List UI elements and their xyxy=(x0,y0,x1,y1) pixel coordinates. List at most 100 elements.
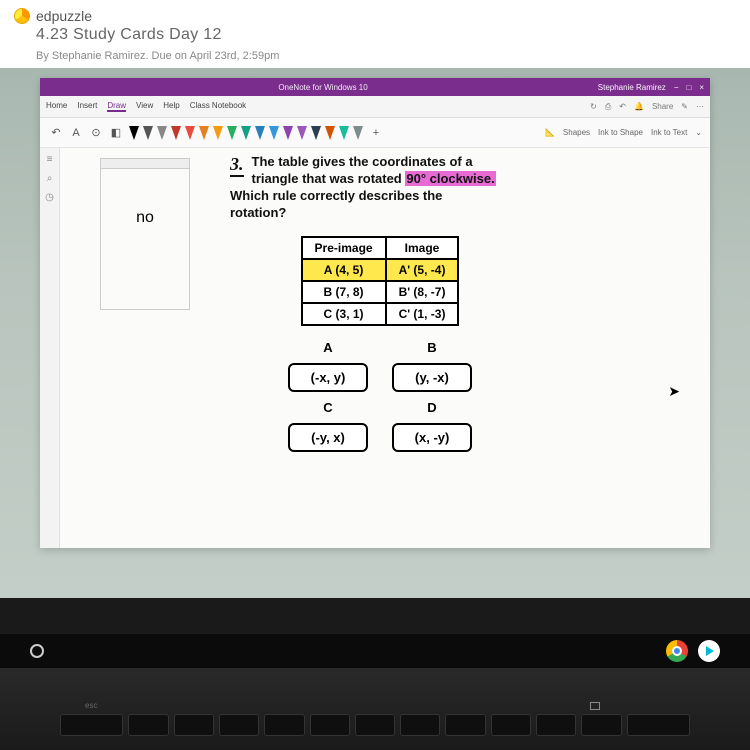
title-bar: OneNote for Windows 10 Stephanie Ramirez… xyxy=(40,78,710,96)
tab-home[interactable]: Home xyxy=(46,101,67,112)
pen-color-3[interactable] xyxy=(171,126,181,140)
chrome-icon[interactable] xyxy=(666,640,688,662)
launcher-icon[interactable] xyxy=(30,644,44,658)
assignment-byline: By Stephanie Ramirez. Due on April 23rd,… xyxy=(36,50,736,62)
pen-color-8[interactable] xyxy=(241,126,251,140)
cell-a-pre: A (4, 5) xyxy=(302,259,386,281)
q-line1: The table gives the coordinates of a xyxy=(252,154,473,169)
answer-grid: A B (-x, y) (y, -x) C D (-y, x) (x, -y) xyxy=(230,340,530,452)
edpuzzle-logo-icon xyxy=(14,8,30,24)
cell-b-pre: B (7, 8) xyxy=(302,281,386,303)
text-tool-icon[interactable]: A xyxy=(68,124,84,142)
table-row: B (7, 8) B' (8, -7) xyxy=(302,281,459,303)
eraser-icon[interactable]: ◧ xyxy=(108,124,124,142)
play-store-icon[interactable] xyxy=(698,640,720,662)
ribbon-tabs: Home Insert Draw View Help Class Noteboo… xyxy=(46,101,246,112)
tab-view[interactable]: View xyxy=(136,101,153,112)
pen-color-1[interactable] xyxy=(143,126,153,140)
add-pen-icon[interactable]: + xyxy=(368,124,384,142)
th-preimage: Pre-image xyxy=(302,237,386,259)
cell-c-img: C' (1, -3) xyxy=(386,303,459,325)
pen-color-11[interactable] xyxy=(283,126,293,140)
pen-color-9[interactable] xyxy=(255,126,265,140)
question-block: 3. The table gives the coordinates of a … xyxy=(230,154,530,452)
pen-toolbar: ↶ A ⊙ ◧ + 📐 Shapes Ink to Shape Ink to T… xyxy=(40,118,710,148)
q-line3: Which rule correctly describes the xyxy=(230,188,442,203)
note-drag-handle[interactable] xyxy=(101,159,189,169)
question-number: 3. xyxy=(230,154,244,177)
key xyxy=(355,714,395,736)
pen-color-5[interactable] xyxy=(199,126,209,140)
pen-color-7[interactable] xyxy=(227,126,237,140)
key xyxy=(445,714,485,736)
recent-icon[interactable]: ◷ xyxy=(45,192,54,203)
pen-color-6[interactable] xyxy=(213,126,223,140)
question-text: The table gives the coordinates of a tri… xyxy=(230,154,530,222)
answer-option-b[interactable]: (y, -x) xyxy=(392,363,472,392)
ruler-icon[interactable]: 📐 xyxy=(545,128,555,137)
key xyxy=(536,714,576,736)
mouse-cursor-icon: ➤ xyxy=(668,383,680,400)
answer-label-b: B xyxy=(392,340,472,355)
pen-color-13[interactable] xyxy=(311,126,321,140)
key xyxy=(627,714,690,736)
pen-color-16[interactable] xyxy=(353,126,363,140)
ink-to-shape-button[interactable]: Ink to Shape xyxy=(598,128,643,137)
esc-key-label: esc xyxy=(85,701,97,710)
share-button[interactable]: Share xyxy=(652,102,673,111)
q-line2a: triangle that was rotated xyxy=(252,171,406,186)
pen-color-10[interactable] xyxy=(269,126,279,140)
answer-option-c[interactable]: (-y, x) xyxy=(288,423,368,452)
notif-icon[interactable]: 🔔 xyxy=(634,102,644,111)
pen-color-12[interactable] xyxy=(297,126,307,140)
assignment-title: 4.23 Study Cards Day 12 xyxy=(36,26,736,44)
q-line4: rotation? xyxy=(230,205,286,220)
answer-option-d[interactable]: (x, -y) xyxy=(392,423,472,452)
key xyxy=(60,714,123,736)
shapes-button[interactable]: Shapes xyxy=(563,128,590,137)
note-pane[interactable]: no 3. The table gives the coordinates of… xyxy=(60,148,710,548)
cell-a-img: A' (5, -4) xyxy=(386,259,459,281)
nav-icon[interactable]: ≡ xyxy=(47,154,53,165)
chevron-down-icon[interactable]: ⌄ xyxy=(695,128,702,137)
pen-color-0[interactable] xyxy=(129,126,139,140)
q-line2-highlight: 90° clockwise. xyxy=(405,171,495,186)
search-icon[interactable]: ⌕ xyxy=(47,173,53,184)
tab-help[interactable]: Help xyxy=(163,101,179,112)
onenote-window: OneNote for Windows 10 Stephanie Ramirez… xyxy=(40,78,710,548)
key xyxy=(174,714,214,736)
answer-label-a: A xyxy=(288,340,368,355)
minimize-icon[interactable]: − xyxy=(674,83,679,92)
undo-arrow-icon[interactable]: ↶ xyxy=(619,102,626,111)
pen-color-2[interactable] xyxy=(157,126,167,140)
cell-b-img: B' (8, -7) xyxy=(386,281,459,303)
pen-color-4[interactable] xyxy=(185,126,195,140)
lasso-icon[interactable]: ⊙ xyxy=(88,124,104,142)
ink-to-text-button[interactable]: Ink to Text xyxy=(651,128,687,137)
brand-text: edpuzzle xyxy=(36,8,92,24)
note-container[interactable]: no xyxy=(100,158,190,310)
answer-option-a[interactable]: (-x, y) xyxy=(288,363,368,392)
tab-class-notebook[interactable]: Class Notebook xyxy=(190,101,246,112)
key xyxy=(219,714,259,736)
maximize-icon[interactable]: □ xyxy=(686,83,691,92)
browser-header: edpuzzle 4.23 Study Cards Day 12 By Step… xyxy=(0,0,750,68)
key xyxy=(400,714,440,736)
note-text[interactable]: no xyxy=(101,169,189,309)
answer-label-c: C xyxy=(288,400,368,415)
pen-color-15[interactable] xyxy=(339,126,349,140)
ribbon: Home Insert Draw View Help Class Noteboo… xyxy=(40,96,710,118)
close-icon[interactable]: × xyxy=(699,83,704,92)
pencil-icon[interactable]: ✎ xyxy=(681,102,688,111)
pen-color-14[interactable] xyxy=(325,126,335,140)
key xyxy=(128,714,168,736)
undo-icon[interactable]: ↶ xyxy=(48,124,64,142)
table-row: C (3, 1) C' (1, -3) xyxy=(302,303,459,325)
print-icon[interactable]: ⎙ xyxy=(605,102,611,112)
key xyxy=(581,714,621,736)
tab-insert[interactable]: Insert xyxy=(77,101,97,112)
sync-icon[interactable]: ↻ xyxy=(590,102,597,111)
more-icon[interactable]: ⋯ xyxy=(696,102,704,111)
window-title: OneNote for Windows 10 xyxy=(48,83,598,92)
tab-draw[interactable]: Draw xyxy=(107,101,126,112)
